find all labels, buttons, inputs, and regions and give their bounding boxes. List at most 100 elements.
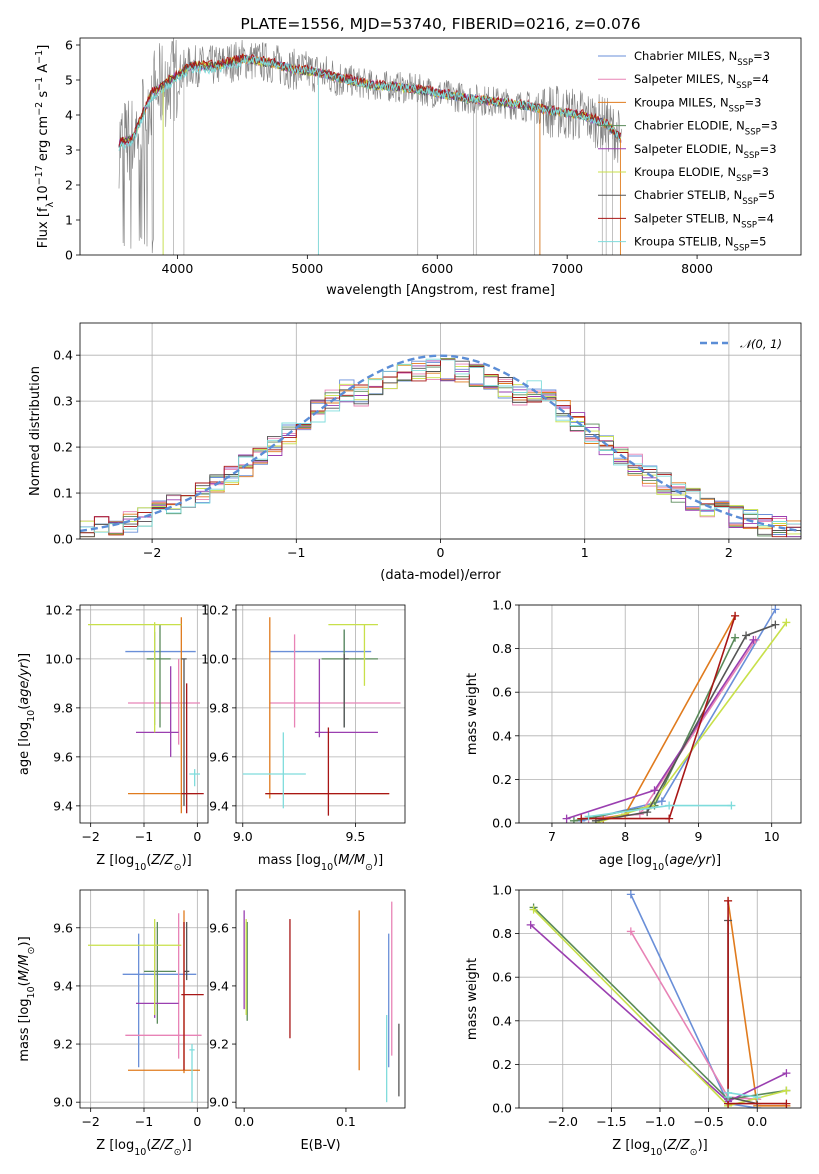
y-tick-label: 0.8 [492,926,512,941]
x-tick-label: 9 [694,829,702,844]
x-tick-label: −0.5 [693,1114,723,1129]
mass-weight-marker [782,1086,791,1095]
plot-area [562,605,791,823]
plot-area [80,354,801,538]
x-axis-label: age [log10(age/yr)] [599,853,721,873]
legend-entry-9: Kroupa STELIB, NSSP=5 [634,235,766,254]
panel-massweight-vs-Z: −2.0 −1.5 −1.0 −0.5 0.0 0.0 0.2 0.4 0.6 0.8 1.0 Z [… [465,883,802,1158]
mass-weight-marker [782,1099,791,1108]
chart-title: PLATE=1556, MJD=53740, FIBERID=0216, z=0… [240,15,640,33]
y-tick-label: 9.6 [53,749,73,764]
plot-area [242,617,401,816]
mass-weight-marker [771,605,780,614]
x-axis-label: (data-model)/error [380,568,501,583]
x-tick-label: 8000 [681,261,713,276]
y-tick-label: 2 [65,178,73,193]
mass-weight-marker [626,890,635,899]
legend-entry-2: Salpeter MILES, NSSP=4 [634,72,769,91]
legend-entry-6: Kroupa ELODIE, NSSP=3 [634,165,769,184]
y-tick-label: 10.2 [45,602,73,617]
y-tick-label: 1.0 [492,598,512,613]
y-tick-label: 10.0 [45,651,73,666]
x-axis-label: E(B-V) [300,1138,340,1153]
mass-weight-marker [665,801,674,810]
x-tick-label: 8 [621,829,629,844]
panel-age-vs-mass: 9.0 9.5 9.4 9.6 9.8 10.0 10.2 mass [log10(M/M⊙)… [201,602,406,873]
y-axis-label: mass weight [465,673,480,755]
y-axis-label: age [log10(age/yr)] [17,653,37,775]
x-tick-label: 2 [725,545,733,560]
axes-frame [79,322,802,540]
y-tick-label: 1 [65,213,73,228]
axes-frame [235,889,406,1109]
axes-frame [235,604,406,824]
panel-age-vs-Z: −2 −1 0 9.4 9.6 9.8 10.0 10.2 Z [log10(Z/Z⊙)] age… [17,602,209,873]
y-tick-label: 9.8 [209,700,229,715]
mass-weight-marker [577,814,586,823]
legend: Chabrier MILES, NSSP=3 Salpeter MILES, NS… [598,49,778,254]
y-tick-label: 0.6 [492,685,512,700]
legend-entry-4: Chabrier ELODIE, NSSP=3 [634,119,778,138]
x-tick-label: 1 [581,545,589,560]
mass-weight-line-5 [566,639,755,820]
y-tick-label: 0 [65,248,73,263]
panel-mass-vs-Z: −2 −1 0 9.0 9.2 9.4 9.6 Z [log10(Z/Z⊙)] mass [lo… [17,889,209,1158]
y-tick-label: 3 [65,143,73,158]
mass-weight-marker [731,633,740,642]
x-tick-label: 0.0 [747,1114,767,1129]
y-axis-label: mass [log10(M/M⊙)] [17,936,37,1061]
y-tick-label: 0.4 [53,348,73,363]
mass-weight-marker [529,905,538,914]
y-tick-label: 0.2 [492,1057,512,1072]
x-tick-label: −2 [143,545,161,560]
y-tick-label: 6 [65,38,73,53]
y-tick-label: 0.0 [492,1101,512,1116]
x-tick-label: 0 [437,545,445,560]
legend-entry-1: Chabrier MILES, NSSP=3 [634,49,770,68]
x-tick-label: −1 [287,545,305,560]
panel-mass-vs-ebv: 0.0 0.1 9.0 9.2 9.4 9.6 E(B-V) [209,889,406,1153]
plot-area [88,617,204,814]
axes-frame [79,37,802,256]
x-tick-label: 0.1 [336,1114,356,1129]
plot-area [526,890,791,1108]
x-tick-label: 7 [548,829,556,844]
mass-weight-marker [562,814,571,823]
axes-frame [79,604,209,824]
mass-weight-marker [724,1088,733,1097]
mass-weight-line-6 [595,621,788,823]
mass-weight-line-2 [630,930,758,1101]
x-tick-label: 9.0 [233,829,253,844]
y-tick-label: 1.0 [492,883,512,898]
y-tick-label: 0.4 [492,1013,512,1028]
residual-hist-9 [80,358,801,538]
y-tick-label: 9.6 [209,749,229,764]
legend-entry-3: Kroupa MILES, NSSP=3 [634,95,761,114]
model-spectrum-9 [118,54,622,151]
mass-weight-line-5 [530,924,787,1103]
mass-weight-line-1 [630,894,758,1108]
panel-residuals: −2 −1 0 1 2 0.0 0.1 0.2 0.3 0.4 (data-model)/error… [28,322,802,583]
legend-entry-7: Chabrier STELIB, NSSP=5 [634,188,775,207]
x-axis-label: wavelength [Angstrom, rest frame] [326,283,555,298]
y-tick-label: 9.8 [53,700,73,715]
x-axis-label: Z [log10(Z/Z⊙)] [96,853,191,873]
plot-area [88,910,204,1103]
y-tick-label: 9.4 [53,798,73,813]
legend-entry-8: Salpeter STELIB, NSSP=4 [634,211,774,230]
y-tick-label: 0.2 [492,772,512,787]
mass-weight-marker [584,812,593,821]
x-tick-label: 0 [193,829,201,844]
mass-weight-marker [742,631,751,640]
x-tick-label: −1.5 [596,1114,626,1129]
x-tick-label: 9.5 [345,829,365,844]
panel-massweight-vs-age: 7 8 9 10 0.0 0.2 0.4 0.6 0.8 1.0 age [log10(age/yr… [465,598,802,873]
x-tick-label: 0 [193,1114,201,1129]
y-tick-label: 0.8 [492,641,512,656]
mass-weight-marker [782,618,791,627]
x-tick-label: −2 [81,829,99,844]
y-tick-label: 9.2 [53,1037,73,1052]
axes-frame [518,604,802,824]
x-tick-label: 4000 [162,261,194,276]
y-axis-label: Normed distribution [28,366,43,496]
